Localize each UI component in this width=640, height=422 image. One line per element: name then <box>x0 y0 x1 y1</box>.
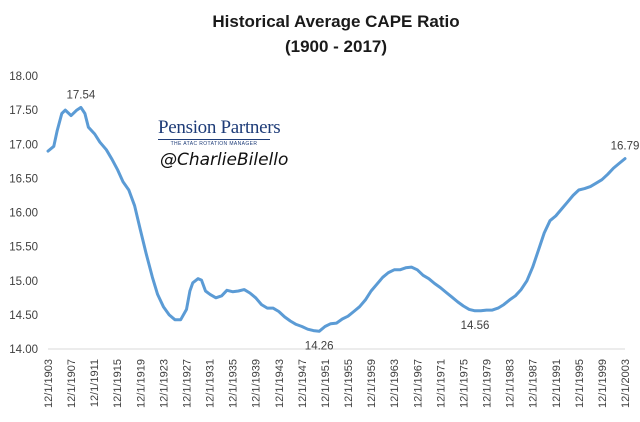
x-tick-label: 12/1/1955 <box>343 359 355 408</box>
x-tick-label: 12/1/1987 <box>528 359 540 408</box>
x-tick-label: 12/1/1991 <box>551 359 563 408</box>
x-tick-label: 12/1/1907 <box>66 359 78 408</box>
y-tick-label: 14.50 <box>9 310 38 322</box>
y-tick-label: 17.50 <box>9 105 38 117</box>
chart-title: Historical Average CAPE Ratio <box>212 12 459 31</box>
x-tick-label: 12/1/1979 <box>482 359 494 408</box>
y-tick-label: 17.00 <box>9 139 38 151</box>
x-tick-label: 12/1/1935 <box>228 359 240 408</box>
x-tick-label: 12/1/1947 <box>297 359 309 408</box>
y-tick-label: 16.00 <box>9 208 38 220</box>
x-tick-label: 12/1/1967 <box>412 359 424 408</box>
x-tick-label: 12/1/1927 <box>182 359 194 408</box>
chart-subtitle: (1900 - 2017) <box>285 37 387 56</box>
x-tick-label: 12/1/1939 <box>251 359 263 408</box>
cape-series-line <box>46 105 627 333</box>
brand-tagline: THE ATAC ROTATION MANAGER <box>158 139 270 147</box>
data-labels: 17.54 14.26 14.56 16.79 <box>67 89 640 352</box>
x-tick-label: 12/1/1911 <box>89 359 101 407</box>
x-tick-label: 12/1/1943 <box>274 359 286 408</box>
x-tick-label: 12/1/1983 <box>505 359 517 408</box>
x-tick-label: 12/1/2003 <box>620 359 632 408</box>
x-tick-label: 12/1/1931 <box>205 359 217 408</box>
x-tick-label: 12/1/1923 <box>158 359 170 408</box>
x-tick-label: 12/1/1959 <box>366 359 378 408</box>
x-tick-label: 12/1/1963 <box>389 359 401 408</box>
x-tick-label: 12/1/1915 <box>112 359 124 408</box>
brand-name: Pension Partners <box>158 117 281 138</box>
pension-partners-logo: Pension Partners THE ATAC ROTATION MANAG… <box>158 118 288 147</box>
data-label: 17.54 <box>67 89 96 101</box>
x-tick-label: 12/1/1903 <box>43 359 55 408</box>
data-label: 16.79 <box>611 141 640 153</box>
x-tick-label: 12/1/1975 <box>458 359 470 408</box>
data-label: 14.56 <box>461 320 490 332</box>
x-tick-label: 12/1/1971 <box>435 359 447 408</box>
x-tick-label: 12/1/1951 <box>320 359 332 408</box>
y-tick-label: 18.00 <box>9 71 38 83</box>
y-axis: 14.00 14.50 15.00 15.50 16.00 16.50 17.00 17.50… <box>9 71 38 356</box>
x-axis: 12/1/1903 12/1/1907 12/1/1911 12/1/1915 12/1… <box>43 359 632 408</box>
x-tick-label: 12/1/1995 <box>574 359 586 408</box>
data-label: 14.26 <box>305 340 334 352</box>
y-tick-label: 15.00 <box>9 276 38 288</box>
y-tick-label: 14.00 <box>9 344 38 356</box>
y-tick-label: 16.50 <box>9 173 38 185</box>
x-tick-label: 12/1/1999 <box>597 359 609 408</box>
twitter-handle: @CharlieBilello <box>160 150 289 170</box>
x-tick-label: 12/1/1919 <box>135 359 147 408</box>
y-tick-label: 15.50 <box>9 242 38 254</box>
